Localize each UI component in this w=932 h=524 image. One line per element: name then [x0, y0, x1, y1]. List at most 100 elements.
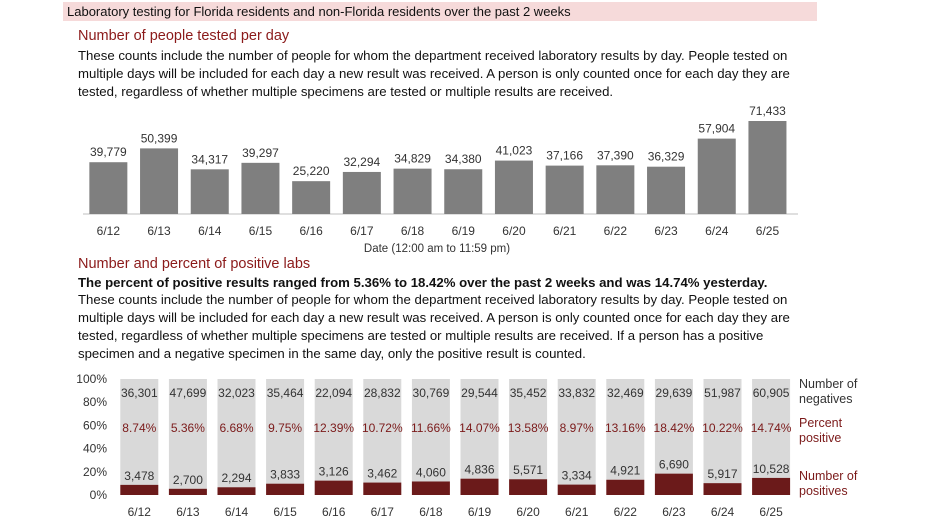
percent-positive-label: 10.22% — [702, 421, 743, 435]
x-tick-label: 6/17 — [371, 505, 395, 519]
bar — [342, 171, 381, 214]
negative-segment — [606, 379, 645, 480]
y-tick-label: 40% — [83, 442, 107, 456]
percent-positive-label: 10.72% — [362, 421, 403, 435]
percent-positive-label: 8.97% — [560, 421, 594, 435]
negatives-label: 35,452 — [510, 386, 547, 400]
bar-value-label: 34,380 — [445, 152, 482, 166]
positives-label: 10,528 — [753, 462, 790, 476]
positives-label: 3,462 — [367, 467, 397, 481]
x-tick-label: 6/16 — [322, 505, 346, 519]
x-tick-label: 6/12 — [97, 224, 121, 238]
positive-segment — [411, 481, 450, 495]
bar-value-label: 34,317 — [191, 152, 228, 166]
negative-segment — [120, 379, 159, 485]
bar-value-label: 41,023 — [496, 144, 533, 158]
legend-positives-line2: positives — [799, 484, 848, 498]
bar — [596, 165, 635, 214]
positive-segment — [703, 483, 742, 495]
y-tick-label: 60% — [83, 418, 107, 432]
bar-value-label: 34,829 — [394, 152, 431, 166]
negative-segment — [411, 379, 450, 482]
positives-label: 5,571 — [513, 463, 543, 477]
bar — [241, 162, 280, 214]
bar-value-label: 57,904 — [698, 122, 735, 136]
negatives-label: 30,769 — [413, 386, 450, 400]
x-tick-label: 6/20 — [516, 505, 540, 519]
legend-percent-line1: Percent — [799, 416, 843, 430]
positive-segment — [363, 482, 402, 495]
x-tick-label: 6/22 — [604, 224, 628, 238]
x-tick-label: 6/16 — [299, 224, 323, 238]
percent-positive-label: 13.16% — [605, 421, 646, 435]
section2-description: These counts include the number of peopl… — [78, 292, 790, 361]
bar-value-label: 50,399 — [141, 131, 178, 145]
negatives-label: 29,544 — [461, 386, 498, 400]
positive-segment — [168, 488, 207, 495]
percent-positive-label: 14.07% — [459, 421, 500, 435]
section1-description: These counts include the number of peopl… — [78, 48, 790, 99]
x-tick-label: 6/15 — [273, 505, 297, 519]
negatives-label: 51,987 — [704, 386, 741, 400]
x-tick-label: 6/23 — [662, 505, 686, 519]
positives-label: 3,833 — [270, 468, 300, 482]
percent-positive-label: 13.58% — [508, 421, 549, 435]
negatives-label: 29,639 — [656, 386, 693, 400]
page-banner: Laboratory testing for Florida residents… — [63, 2, 817, 21]
negative-segment — [654, 379, 693, 474]
section2-summary: The percent of positive results ranged f… — [78, 275, 768, 290]
percent-positive-label: 6.68% — [219, 421, 253, 435]
negatives-label: 60,905 — [753, 386, 790, 400]
x-tick-label: 6/20 — [502, 224, 526, 238]
positive-segment — [654, 473, 693, 495]
negatives-label: 22,094 — [315, 386, 352, 400]
positives-label: 3,126 — [319, 465, 349, 479]
positives-label: 2,700 — [173, 473, 203, 487]
percent-positive-label: 8.74% — [122, 421, 156, 435]
bar — [444, 169, 483, 214]
negative-segment — [217, 379, 256, 488]
bar — [647, 166, 686, 214]
positive-segment — [509, 479, 548, 495]
percent-positive-label: 18.42% — [654, 421, 695, 435]
bar — [545, 165, 584, 214]
legend-positives-line1: Number of — [799, 469, 858, 483]
negatives-label: 36,301 — [121, 386, 158, 400]
x-tick-label: 6/18 — [401, 224, 425, 238]
legend-percent-line2: positive — [799, 431, 841, 445]
x-tick-label: 6/21 — [553, 224, 577, 238]
positives-label: 2,294 — [221, 471, 251, 485]
bar-value-label: 37,166 — [546, 149, 583, 163]
positive-segment — [314, 480, 353, 495]
bar — [697, 138, 736, 214]
positives-label: 4,836 — [464, 463, 494, 477]
percent-positive-label: 5.36% — [171, 421, 205, 435]
positive-segment — [606, 479, 645, 495]
x-tick-label: 6/15 — [249, 224, 273, 238]
x-tick-label: 6/14 — [225, 505, 249, 519]
negatives-label: 28,832 — [364, 386, 401, 400]
negative-segment — [460, 379, 499, 479]
negative-segment — [168, 379, 207, 489]
negatives-label: 47,699 — [170, 386, 207, 400]
x-tick-label: 6/22 — [614, 505, 638, 519]
legend-negatives-line1: Number of — [799, 377, 858, 391]
negative-segment — [363, 379, 402, 483]
positive-segment — [752, 477, 791, 495]
bar — [190, 169, 229, 214]
bar-value-label: 39,297 — [242, 146, 279, 160]
x-tick-label: 6/13 — [176, 505, 200, 519]
negatives-label: 32,023 — [218, 386, 255, 400]
percent-positive-label: 9.75% — [268, 421, 302, 435]
negative-segment — [314, 379, 353, 481]
negative-segment — [752, 379, 791, 478]
x-tick-label: 6/12 — [128, 505, 152, 519]
section2-title: Number and percent of positive labs — [78, 256, 311, 272]
bar — [89, 162, 128, 214]
positives-label: 3,478 — [124, 469, 154, 483]
x-tick-label: 6/23 — [654, 224, 678, 238]
x-tick-label: 6/24 — [705, 224, 729, 238]
y-tick-label: 100% — [76, 372, 107, 386]
